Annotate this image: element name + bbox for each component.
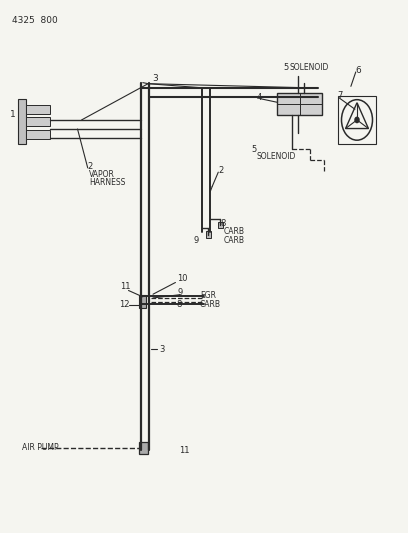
Text: 8: 8 [176, 301, 182, 309]
Text: VAPOR: VAPOR [89, 171, 115, 179]
Text: 2: 2 [218, 166, 224, 175]
Circle shape [355, 117, 359, 123]
Text: 10: 10 [177, 274, 188, 283]
Text: AIR PUMP: AIR PUMP [22, 443, 59, 452]
Bar [139, 442, 148, 454]
Text: 11: 11 [120, 282, 131, 291]
Bar [218, 222, 223, 228]
Text: CARB: CARB [200, 301, 221, 309]
Text: 11: 11 [180, 446, 190, 455]
Bar [18, 99, 26, 144]
Text: SOLENOID: SOLENOID [290, 63, 329, 72]
Bar [338, 95, 376, 144]
Text: 7: 7 [337, 92, 342, 100]
Text: 5: 5 [251, 145, 256, 154]
Text: 6: 6 [356, 66, 361, 75]
Bar [26, 117, 50, 126]
Text: 5: 5 [284, 63, 289, 72]
Text: SOLENOID: SOLENOID [256, 152, 296, 161]
Bar [277, 93, 322, 115]
Bar [139, 295, 146, 308]
Text: 3: 3 [159, 345, 164, 353]
Bar [26, 130, 50, 139]
Text: 3: 3 [152, 74, 158, 83]
Text: 4325  800: 4325 800 [12, 16, 58, 25]
Text: 2: 2 [88, 162, 93, 171]
Text: 9: 9 [194, 237, 199, 245]
Bar [26, 105, 50, 114]
Bar [206, 231, 211, 238]
Text: 4: 4 [257, 93, 262, 101]
Text: HARNESS: HARNESS [89, 178, 125, 187]
Text: EGR: EGR [200, 292, 216, 300]
Text: 8: 8 [220, 220, 226, 228]
Text: CARB: CARB [224, 237, 244, 245]
Text: 12: 12 [120, 301, 130, 309]
Text: 1: 1 [10, 110, 16, 119]
Text: 9: 9 [177, 288, 183, 296]
Text: CARB: CARB [224, 228, 244, 236]
